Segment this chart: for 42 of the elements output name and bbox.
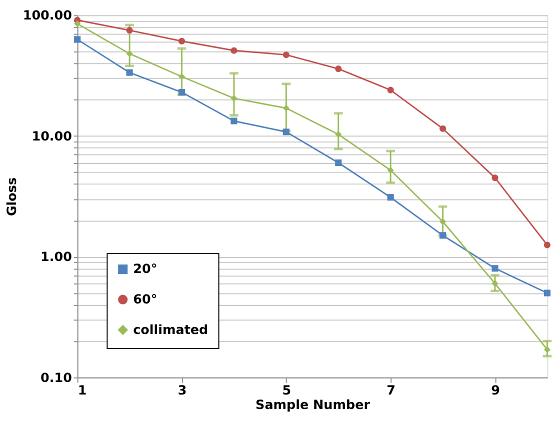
point: [74, 36, 81, 43]
x-tick-label: 7: [386, 382, 396, 398]
point: [440, 125, 446, 132]
point: [387, 86, 394, 94]
point: [335, 131, 342, 138]
x-axis-title: Sample Number: [256, 397, 371, 412]
point: [544, 242, 550, 248]
point: [74, 20, 81, 28]
point: [387, 194, 394, 201]
point: [492, 280, 498, 287]
point: [544, 290, 550, 296]
point: [335, 66, 342, 72]
point: [492, 174, 498, 182]
legend-label: collimated: [133, 322, 208, 337]
y-axis-title: Gloss: [4, 177, 19, 216]
point: [282, 128, 290, 136]
x-tick-label: 9: [491, 382, 500, 398]
point: [230, 118, 238, 124]
point: [178, 88, 186, 96]
point: [126, 69, 133, 76]
legend-label: 60°: [133, 291, 158, 306]
x-tick-label: 3: [178, 382, 187, 398]
point: [282, 104, 290, 112]
y-tick-label: 10.00: [32, 128, 72, 144]
legend-label: 20°: [133, 261, 158, 276]
point: [335, 159, 342, 166]
point: [178, 73, 186, 80]
point: [387, 166, 394, 174]
point: [178, 38, 186, 44]
point: [230, 47, 238, 54]
x-tick-label: 1: [78, 382, 87, 398]
point: [126, 50, 133, 57]
point: [282, 52, 290, 58]
y-tick-label: 1.00: [40, 249, 72, 264]
point: [126, 27, 133, 34]
point: [440, 218, 446, 225]
point: [492, 265, 498, 272]
y-tick-label: 100.00: [22, 8, 72, 23]
x-tick-label: 5: [282, 382, 292, 398]
point: [544, 346, 550, 353]
y-tick-label: 0.10: [40, 370, 72, 385]
point: [230, 95, 238, 102]
